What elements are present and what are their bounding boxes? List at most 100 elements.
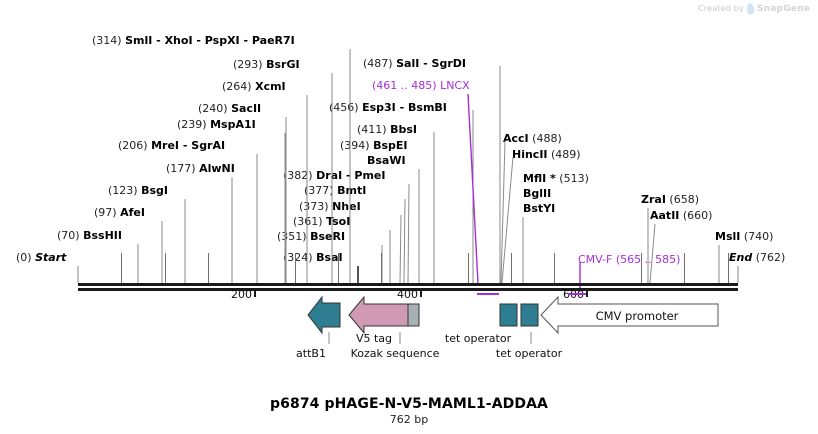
feature-label-cmvprom[interactable]: CMV promoter xyxy=(595,309,679,323)
enzyme-name: BspEI xyxy=(373,139,408,152)
page-title: p6874 pHAGE-N-V5-MAML1-ADDAA xyxy=(270,396,548,412)
enzyme-position: (373) xyxy=(299,200,329,213)
enzyme-label-bsawi[interactable]: BsaWI xyxy=(367,155,406,167)
enzyme-name: SalI xyxy=(396,57,420,70)
enzyme-position: (314) xyxy=(92,34,122,47)
enzyme-label-bsai[interactable]: (324) BsaI xyxy=(283,252,343,264)
enzyme-label-msli[interactable]: MslI (740) xyxy=(715,231,773,243)
ruler-tick-200 xyxy=(254,288,256,297)
snapgene-watermark: Created by SnapGene xyxy=(697,2,810,15)
enzyme-name: NheI xyxy=(332,200,361,213)
watermark-prefix: Created by xyxy=(697,4,744,13)
enzyme-label-mrei-group[interactable]: (206) MreI - SgrAI xyxy=(118,139,226,152)
enzyme-name: AatII xyxy=(650,209,680,222)
ruler-minor-tick xyxy=(511,253,512,283)
enzyme-label-bseri[interactable]: (351) BseRI xyxy=(277,231,345,243)
enzyme-label-smli-group[interactable]: (314) SmlI - XhoI - PspXI - PaeR7I xyxy=(92,34,295,47)
enzyme-name: BsrGI xyxy=(266,58,300,71)
ruler-minor-tick xyxy=(554,253,555,283)
enzyme-position: (293) xyxy=(233,58,263,71)
feature-label-kozak[interactable]: Kozak sequence xyxy=(350,347,440,360)
enzyme-name: XhoI xyxy=(164,34,193,47)
sequence-backbone-bottom xyxy=(78,288,738,291)
enzyme-name: AccI xyxy=(503,132,529,145)
sequence-start-label[interactable]: (0) Start xyxy=(16,252,66,264)
enzyme-name: BseRI xyxy=(310,230,346,243)
feature-label-tetop2[interactable]: tet operator xyxy=(495,347,563,360)
primer-range: (461 .. 485) xyxy=(372,79,437,92)
enzyme-label-sali-group[interactable]: (487) SalI - SgrDI xyxy=(363,57,466,70)
enzyme-label-bstyi[interactable]: BstYI xyxy=(523,203,555,215)
ruler-label-200: 200 xyxy=(231,288,252,301)
sequence-end-label[interactable]: End (762) xyxy=(729,252,785,264)
primer-bar-lncx[interactable] xyxy=(477,293,499,295)
enzyme-position: (382) xyxy=(283,169,313,182)
enzyme-label-mfli[interactable]: MflI * (513) xyxy=(523,173,589,185)
enzyme-label-xcmi[interactable]: (264) XcmI xyxy=(222,81,286,93)
enzyme-label-bsshii[interactable]: (70) BssHII xyxy=(57,230,122,242)
enzyme-name: ZraI xyxy=(641,193,666,206)
ruler-minor-tick xyxy=(468,253,469,283)
enzyme-position: (377) xyxy=(304,184,334,197)
enzyme-label-bbsi[interactable]: (411) BbsI xyxy=(357,124,417,136)
enzyme-position: (489) xyxy=(551,148,581,161)
enzyme-position: (324) xyxy=(283,251,313,264)
enzyme-label-hincii[interactable]: HincII (489) xyxy=(512,149,581,161)
enzyme-label-nhei[interactable]: (373) NheI xyxy=(299,201,361,213)
enzyme-position: (239) xyxy=(177,118,207,131)
enzyme-label-bglii[interactable]: BglII xyxy=(523,188,551,200)
enzyme-name: MslI xyxy=(715,230,741,243)
enzyme-name: XcmI xyxy=(255,80,286,93)
enzyme-label-acci[interactable]: AccI (488) xyxy=(503,133,562,145)
primer-bar-cmv-f[interactable] xyxy=(568,293,586,295)
enzyme-name: Start xyxy=(35,251,67,264)
ruler-minor-tick xyxy=(728,253,729,283)
enzyme-name: BsmBI xyxy=(408,101,447,114)
enzyme-name: SgrDI xyxy=(431,57,466,70)
ruler-minor-tick xyxy=(165,253,166,283)
ruler-tick-400 xyxy=(420,288,422,297)
enzyme-position: (361) xyxy=(293,215,323,228)
enzyme-label-sacii[interactable]: (240) SacII xyxy=(198,103,261,115)
enzyme-name: End xyxy=(729,251,753,264)
enzyme-label-aatii[interactable]: AatII (660) xyxy=(650,210,712,222)
enzyme-name: PmeI xyxy=(354,169,386,182)
enzyme-name: BssHII xyxy=(83,229,122,242)
feature-label-tetop1[interactable]: tet operator xyxy=(444,332,512,345)
ruler-minor-tick xyxy=(295,253,296,283)
enzyme-name: HincII xyxy=(512,148,548,161)
enzyme-position: (513) xyxy=(559,172,589,185)
enzyme-label-tsoi[interactable]: (361) TsoI xyxy=(293,216,350,228)
enzyme-label-esp3i-group[interactable]: (456) Esp3I - BsmBI xyxy=(329,101,447,114)
enzyme-position: (97) xyxy=(94,206,117,219)
enzyme-name: BsaI xyxy=(316,251,343,264)
ruler-minor-tick xyxy=(641,253,642,283)
primer-name: CMV-F xyxy=(578,253,613,266)
watermark-brand: SnapGene xyxy=(756,3,810,14)
enzyme-label-zrai[interactable]: ZraI (658) xyxy=(641,194,699,206)
primer-label-cmv-f[interactable]: CMV-F (565 .. 585) xyxy=(578,254,680,266)
enzyme-name: Esp3I xyxy=(362,101,396,114)
enzyme-label-bspei[interactable]: (394) BspEI xyxy=(340,140,408,152)
enzyme-position: (240) xyxy=(198,102,228,115)
enzyme-label-bsgi[interactable]: (123) BsgI xyxy=(108,185,168,197)
enzyme-position: (70) xyxy=(57,229,80,242)
enzyme-label-afei[interactable]: (97) AfeI xyxy=(94,207,145,219)
enzyme-position: (488) xyxy=(532,132,562,145)
enzyme-name: PspXI xyxy=(204,34,240,47)
enzyme-name: SgrAI xyxy=(191,139,226,152)
primer-label-lncx[interactable]: (461 .. 485) LNCX xyxy=(372,80,470,92)
enzyme-name: AfeI xyxy=(120,206,145,219)
enzyme-position: (0) xyxy=(16,251,32,264)
feature-label-v5tag[interactable]: V5 tag xyxy=(355,332,393,345)
enzyme-label-bmti[interactable]: (377) BmtI xyxy=(304,185,366,197)
feature-label-attb1[interactable]: attB1 xyxy=(296,347,326,360)
enzyme-position: (660) xyxy=(682,209,713,222)
enzyme-label-bsrgi[interactable]: (293) BsrGI xyxy=(233,59,300,71)
primer-name: LNCX xyxy=(440,79,470,92)
enzyme-label-mspa1i[interactable]: (239) MspA1I xyxy=(177,119,256,131)
enzyme-label-drai-group[interactable]: (382) DraI - PmeI xyxy=(283,169,386,182)
ruler-minor-tick xyxy=(208,253,209,283)
enzyme-label-alwni[interactable]: (177) AlwNI xyxy=(166,163,235,175)
page-subtitle: 762 bp xyxy=(389,413,429,426)
